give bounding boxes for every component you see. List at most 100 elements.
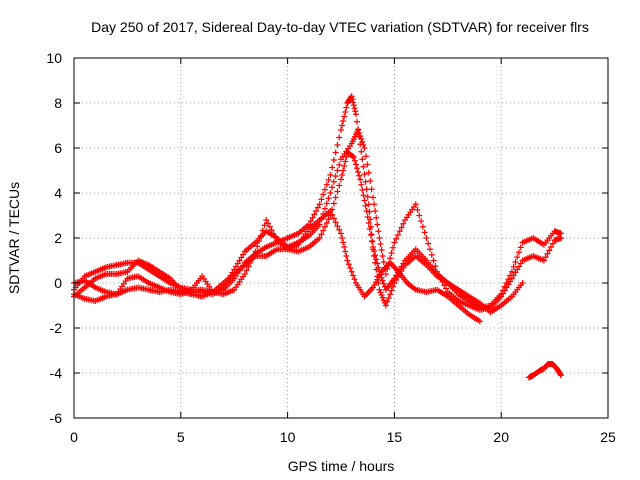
data-point-interp [309, 214, 316, 221]
data-point-interp [250, 252, 257, 259]
data-point-interp [345, 261, 352, 268]
data-point-interp [334, 167, 341, 174]
data-point-interp [517, 244, 524, 251]
data-point-interp [351, 105, 358, 112]
x-axis: 0 5 10 15 20 25 [70, 58, 616, 445]
data-point-interp [368, 238, 375, 244]
data-point-interp [249, 256, 255, 262]
data-point [252, 248, 259, 255]
data-point-interp [320, 191, 327, 198]
data-point [363, 208, 370, 214]
y-tick-label: -6 [50, 410, 63, 426]
data-point-interp [332, 173, 339, 180]
series-track-d [71, 208, 483, 325]
data-point-interp [358, 136, 365, 142]
data-point [338, 176, 344, 183]
data-point-interp [343, 104, 350, 111]
data-point-interp [378, 247, 385, 253]
data-point-interp [379, 294, 386, 301]
data-point-interp [265, 220, 272, 227]
data-point-interp [329, 211, 336, 218]
data-point-interp [342, 158, 349, 165]
data-point-interp [332, 219, 339, 226]
data-point-interp [340, 239, 347, 246]
data-point-interp [266, 223, 273, 230]
x-tick-label: 15 [387, 429, 403, 445]
y-tick-label: 2 [54, 230, 62, 246]
data-point-interp [351, 276, 358, 283]
data-point-interp [340, 167, 347, 174]
data-point-interp [341, 113, 348, 120]
data-point-interp [354, 165, 361, 172]
x-tick-label: 25 [600, 429, 616, 445]
data-point-interp [352, 108, 359, 115]
data-point-interp [425, 240, 432, 247]
data-point-interp [325, 195, 332, 202]
data-point-interp [247, 259, 254, 266]
data-point-interp [441, 282, 448, 289]
data-point-interp [380, 297, 387, 304]
data-point [338, 230, 344, 237]
data-point [376, 235, 383, 241]
data-point [316, 201, 323, 208]
data-point [263, 217, 270, 223]
y-tick-label: -2 [50, 320, 63, 336]
y-tick-label: 8 [54, 95, 62, 111]
data-point-interp [380, 259, 387, 265]
data-point-interp [330, 215, 337, 222]
data-point-interp [325, 176, 332, 183]
data-point-interp [320, 227, 327, 234]
y-axis-label: SDTVAR / TECUs [6, 182, 22, 294]
data-point-interp [349, 153, 356, 160]
data-point [327, 172, 334, 178]
data-point-interp [384, 298, 391, 305]
data-point [338, 127, 344, 133]
data-point-interp [544, 250, 551, 257]
data-point-interp [387, 291, 394, 298]
data-point-interp [374, 221, 381, 228]
chart-title: Day 250 of 2017, Sidereal Day-to-day VTE… [91, 19, 589, 35]
data-point [382, 271, 389, 277]
data-point-interp [428, 251, 435, 258]
data-point-interp [380, 280, 387, 287]
data-point-interp [418, 218, 425, 225]
data-point-interp [243, 267, 250, 274]
data-point-interp [359, 139, 366, 145]
series-track-e [525, 361, 565, 381]
data-point [352, 111, 359, 118]
data-point-interp [323, 200, 330, 207]
data-point [361, 145, 368, 151]
data-point-interp [416, 212, 423, 219]
data-point-interp [256, 238, 263, 244]
grid-lines [74, 58, 608, 418]
data-point-interp [361, 197, 368, 204]
y-tick-label: 6 [54, 140, 62, 156]
data-point-interp [371, 201, 378, 208]
data-point-interp [313, 208, 320, 214]
data-point [382, 302, 389, 309]
data-point-interp [350, 102, 357, 109]
data-point-interp [362, 202, 369, 209]
data-point-interp [385, 295, 392, 301]
data-point-interp [430, 257, 437, 264]
x-tick-label: 20 [493, 429, 509, 445]
data-point-interp [364, 214, 371, 220]
data-point-interp [366, 208, 373, 215]
data-point-interp [361, 171, 368, 178]
data-point [391, 239, 398, 246]
data-point-interp [268, 227, 275, 234]
data-point-interp [378, 292, 385, 298]
data-point-interp [339, 172, 346, 178]
data-point-interp [389, 283, 396, 290]
data-point-interp [375, 264, 382, 271]
data-point-interp [352, 161, 359, 168]
data-point-interp [341, 163, 348, 169]
y-tick-label: 10 [46, 50, 62, 66]
y-tick-label: 0 [54, 275, 62, 291]
data-point-interp [400, 220, 407, 227]
data-point-interp [549, 240, 556, 247]
data-point [355, 127, 362, 133]
data-point [508, 268, 515, 275]
data-point-interp [329, 164, 336, 171]
data-point-interp [356, 130, 363, 136]
